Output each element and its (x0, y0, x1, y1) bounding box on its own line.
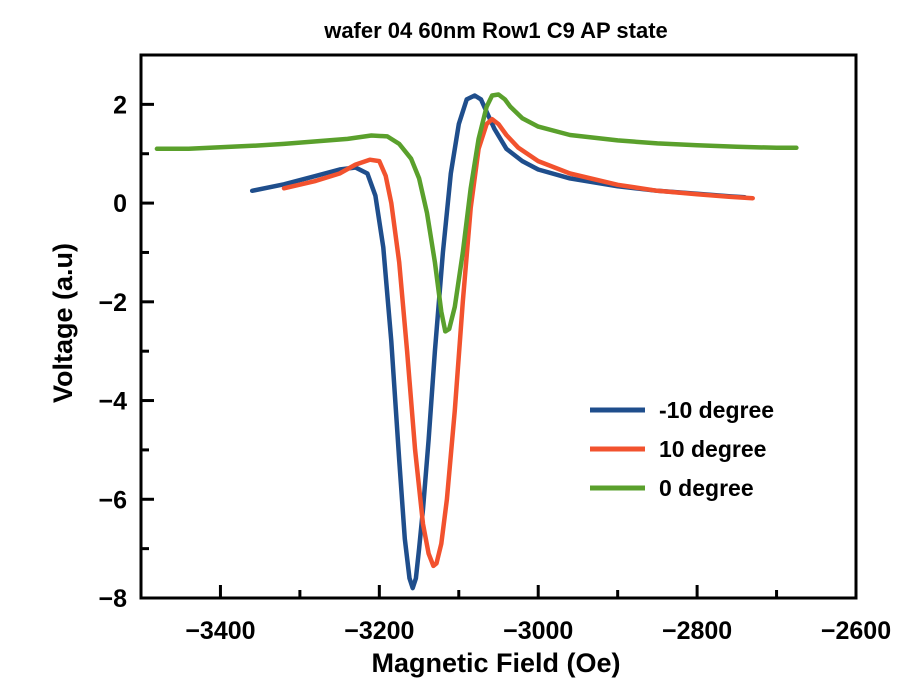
series-line-2 (154, 92, 799, 334)
y-tick-label: 2 (113, 91, 127, 119)
y-tick-label: −8 (98, 585, 127, 613)
legend: -10 degree 10 degree 0 degree (590, 397, 774, 501)
series-layer (154, 92, 799, 591)
x-axis-label: Magnetic Field (Oe) (371, 648, 620, 678)
y-tick-label: −6 (98, 486, 127, 514)
x-tick-label: −2600 (821, 617, 891, 645)
y-tick-label: −4 (98, 388, 127, 416)
series-line-1 (281, 116, 755, 569)
axes-layer (139, 53, 858, 600)
legend-label-0: -10 degree (659, 397, 774, 423)
legend-label-1: 10 degree (659, 436, 766, 462)
ticks-layer: −3400 −3200 −3000 −2800 −2600 −8 −6 −4 −2 0 2 (98, 53, 891, 645)
x-tick-label: −3400 (185, 617, 255, 645)
x-tick-label: −2800 (662, 617, 732, 645)
plot-frame (139, 53, 858, 600)
y-axis-label: Voltage (a.u) (48, 243, 78, 403)
x-tick-label: −3000 (503, 617, 573, 645)
x-tick-label: −3200 (344, 617, 414, 645)
chart-title: wafer 04 60nm Row1 C9 AP state (323, 18, 668, 43)
y-tick-label: 0 (113, 190, 127, 218)
legend-label-2: 0 degree (659, 475, 754, 501)
y-tick-label: −2 (98, 289, 127, 317)
series-line-0 (249, 93, 748, 591)
